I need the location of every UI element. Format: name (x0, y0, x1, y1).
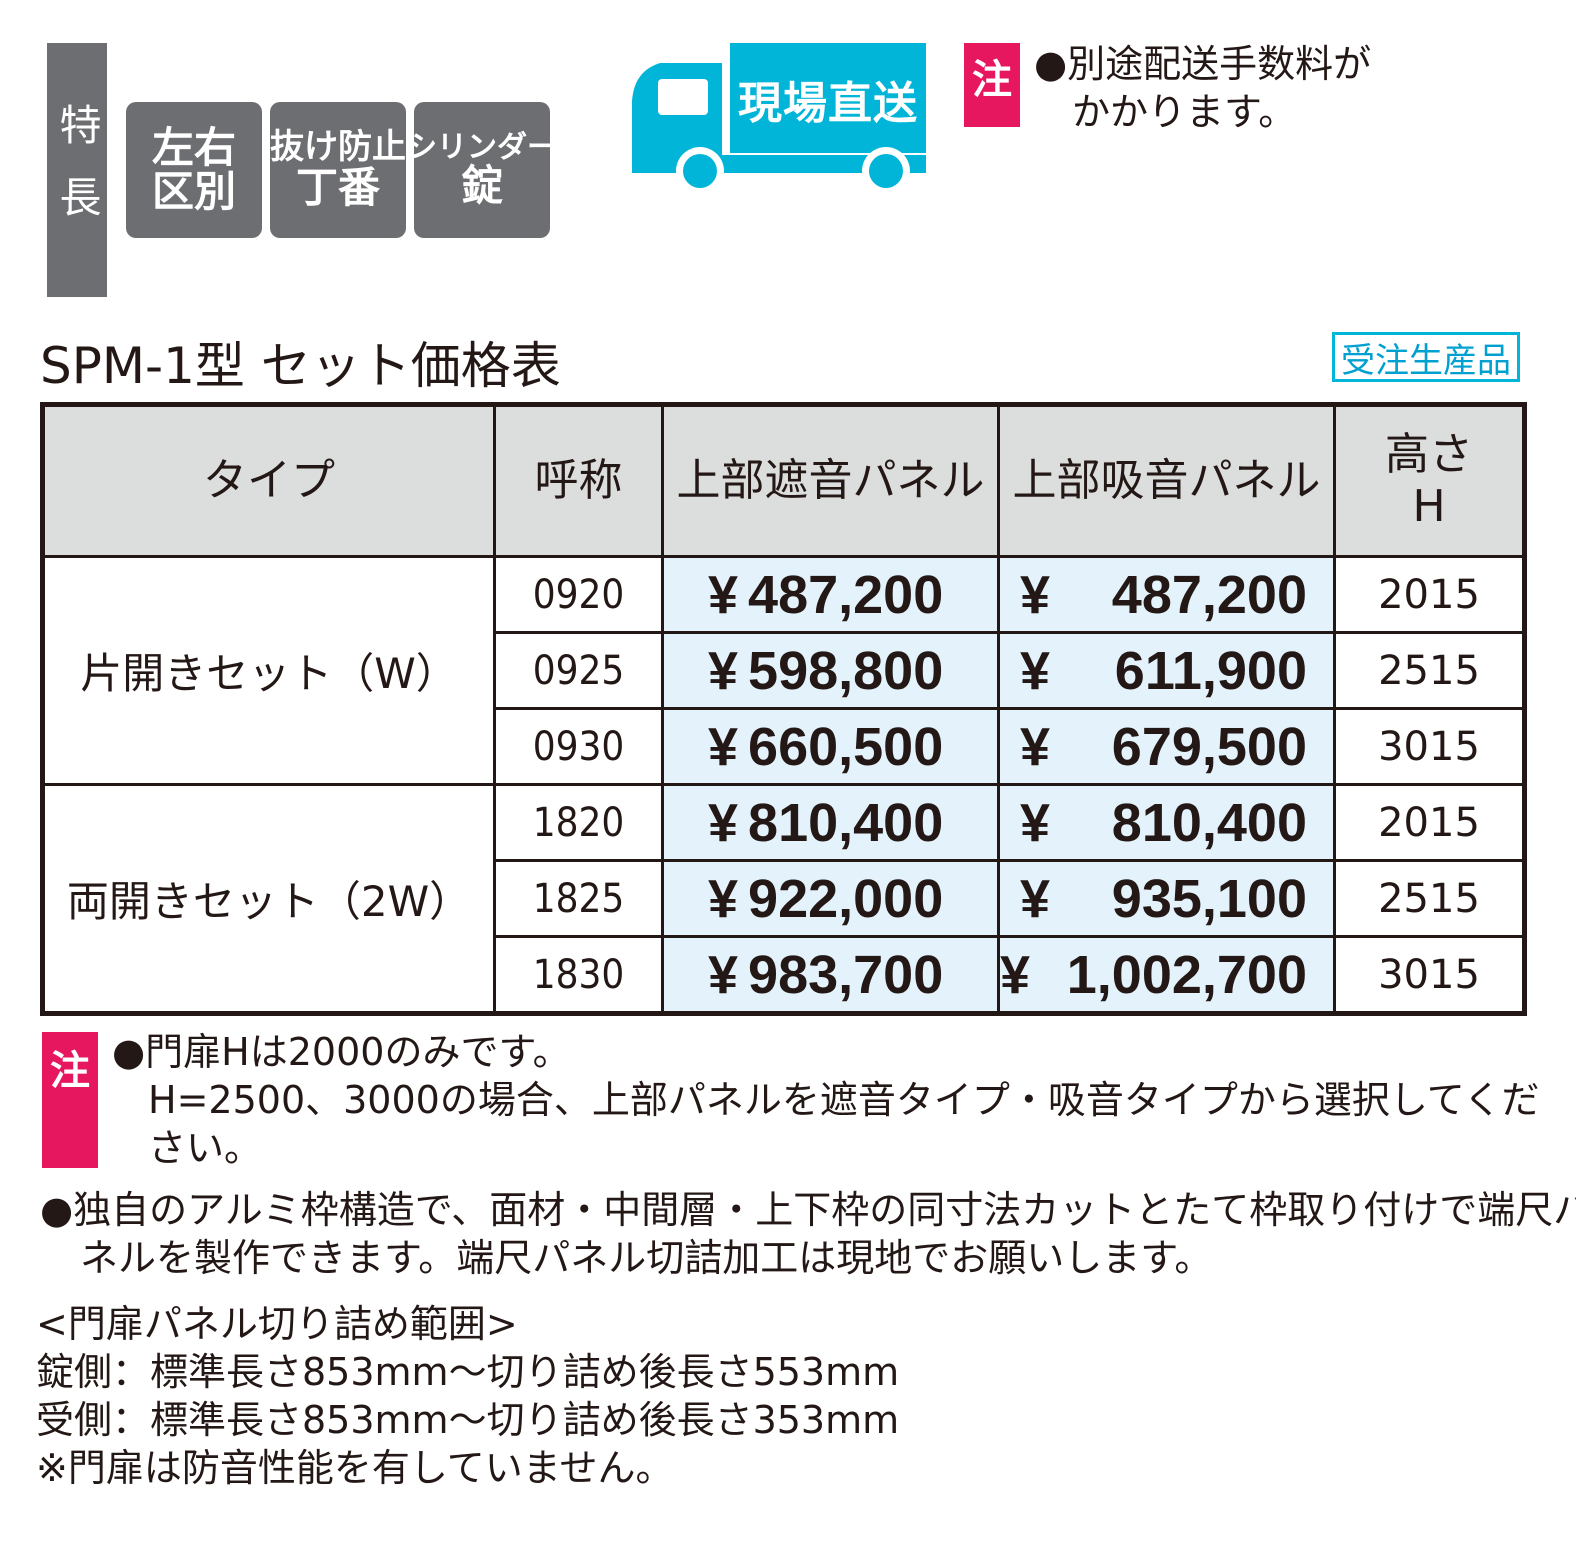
feature-badge-lr-line1: 左右 (151, 122, 236, 172)
feature-badge-cylinder-line1: シリンダー (407, 130, 557, 166)
height-cell: 2015 (1333, 783, 1526, 862)
feature-badge-cylinder-line2: 錠 (460, 160, 503, 210)
yen-sign: ¥ (1020, 868, 1051, 929)
yen-sign: ¥ (1020, 716, 1051, 777)
cut-range-receiver-side: 受側：標準長さ853mm～切り詰め後長さ353mm (36, 1398, 900, 1442)
feature-badge-cylinder: シリンダー 錠 (407, 102, 557, 238)
code-cell: 1830 (493, 935, 664, 1015)
yen-sign: ¥ (708, 868, 739, 929)
price-insulating: ¥660,500 (661, 707, 1000, 786)
note-top-mark: 注 (964, 43, 1020, 127)
cut-range: <門扉パネル切り詰め範囲> 錠側：標準長さ853mm～切り詰め後長さ553mm … (36, 1300, 899, 1492)
feature-badge-hinge: 抜け防止 丁番 (270, 102, 406, 238)
height-cell: 2515 (1333, 859, 1526, 938)
cut-range-lock-side: 錠側：標準長さ853mm～切り詰め後長さ553mm (36, 1350, 900, 1394)
price-table: タイプ 呼称 上部遮音パネル 上部吸音パネル 高さ H 片開きセット（W） 09… (40, 402, 1527, 1016)
height-cell: 3015 (1333, 707, 1526, 786)
price-value: 810,400 (748, 792, 944, 853)
table-row: 1825 ¥922,000 ¥935,100 2515 (43, 859, 1526, 938)
delivery-label: 現場直送 (738, 78, 918, 129)
made-to-order-badge: 受注生産品 (1332, 332, 1520, 382)
header-type: タイプ (41, 403, 496, 558)
yen-sign: ¥ (708, 640, 739, 701)
table-row: 0925 ¥598,800 ¥611,900 2515 (43, 631, 1526, 710)
page-title: SPM-1型 セット価格表 (40, 337, 561, 395)
table-row: 1830 ¥983,700 ¥1,002,700 3015 (43, 935, 1526, 1015)
price-value: 598,800 (748, 640, 944, 701)
price-value: 922,000 (748, 868, 944, 929)
yen-sign: ¥ (708, 564, 739, 625)
type-double: 両開きセット（2W） (41, 783, 496, 1015)
truck-icon (632, 43, 926, 195)
header-height: 高さ H (1333, 403, 1526, 558)
note-bottom-line-3: さい。 (148, 1126, 263, 1170)
note-bottom-line-1: ●門扉Hは2000のみです。 (112, 1030, 571, 1074)
yen-sign: ¥ (1020, 564, 1051, 625)
code-cell: 0925 (493, 631, 664, 710)
table-row: 両開きセット（2W） 1820 ¥810,400 ¥810,400 2015 (41, 783, 1526, 1015)
header-panel-absorbing: 上部吸音パネル (997, 403, 1336, 558)
price-value: 983,700 (748, 944, 944, 1005)
note-top-text: ●別途配送手数料が かかります。 (1034, 40, 1371, 136)
note-top-line-2: かかります。 (1072, 90, 1297, 134)
price-absorbing: ¥487,200 (997, 555, 1336, 634)
price-insulating: ¥487,200 (661, 555, 1000, 634)
price-value: 810,400 (1111, 792, 1307, 853)
price-insulating: ¥598,800 (661, 631, 1000, 710)
header-height-line1: 高さ (1385, 429, 1473, 480)
table-row: 0930 ¥660,500 ¥679,500 3015 (43, 707, 1526, 786)
note-bottom-text: ●門扉Hは2000のみです。 H=2500、3000の場合、上部パネルを遮音タイ… (112, 1028, 1540, 1172)
features-label-text: 特長 (53, 103, 102, 247)
price-value: 660,500 (748, 716, 944, 777)
price-value: 487,200 (748, 564, 944, 625)
yen-sign: ¥ (1000, 944, 1031, 1005)
price-absorbing: ¥810,400 (997, 783, 1336, 862)
features-label: 特長 (47, 43, 107, 297)
price-value: 1,002,700 (1066, 944, 1307, 1005)
height-cell: 2515 (1333, 631, 1526, 710)
code-cell: 0920 (493, 555, 664, 634)
price-value: 487,200 (1111, 564, 1307, 625)
header-height-line2: H (1412, 481, 1446, 532)
feature-badge-hinge-line2: 丁番 (295, 162, 380, 212)
type-single: 片開きセット（W） (41, 555, 496, 786)
price-insulating: ¥810,400 (661, 783, 1000, 862)
code-cell: 1825 (493, 859, 664, 938)
yen-sign: ¥ (708, 792, 739, 853)
price-absorbing: ¥611,900 (997, 631, 1336, 710)
price-insulating: ¥983,700 (661, 935, 1000, 1015)
table-row: 片開きセット（W） 0920 ¥487,200 ¥487,200 2015 (41, 555, 1526, 786)
price-absorbing: ¥935,100 (997, 859, 1336, 938)
note2-line-2: ネルを製作できます。端尺パネル切詰加工は現地でお願いします。 (80, 1236, 1213, 1280)
note-bottom-line-2: H=2500、3000の場合、上部パネルを遮音タイプ・吸音タイプから選択してくだ (148, 1078, 1540, 1122)
header-panel-insulating: 上部遮音パネル (661, 403, 1000, 558)
price-absorbing: ¥1,002,700 (997, 935, 1336, 1015)
price-value: 679,500 (1111, 716, 1307, 777)
price-absorbing: ¥679,500 (997, 707, 1336, 786)
feature-badge-lr: 左右 区別 (126, 102, 262, 238)
yen-sign: ¥ (708, 716, 739, 777)
yen-sign: ¥ (1020, 792, 1051, 853)
feature-badge-lr-line2: 区別 (151, 167, 236, 216)
height-cell: 2015 (1333, 555, 1526, 634)
price-insulating: ¥922,000 (661, 859, 1000, 938)
height-cell: 3015 (1333, 935, 1526, 1015)
code-cell: 1820 (493, 783, 664, 862)
cut-range-disclaimer: ※門扉は防音性能を有していません。 (36, 1446, 674, 1490)
note-aluminum-frame: ●独自のアルミ枠構造で、面材・中間層・上下枠の同寸法カットとたて枠取り付けで端尺… (40, 1186, 1576, 1282)
price-value: 935,100 (1111, 868, 1307, 929)
yen-sign: ¥ (708, 944, 739, 1005)
cut-range-heading: <門扉パネル切り詰め範囲> (36, 1302, 518, 1346)
note2-line-1: ●独自のアルミ枠構造で、面材・中間層・上下枠の同寸法カットとたて枠取り付けで端尺… (40, 1188, 1576, 1232)
code-cell: 0930 (493, 707, 664, 786)
note-bottom-mark: 注 (42, 1032, 98, 1168)
yen-sign: ¥ (1020, 640, 1051, 701)
note-top-line-1: ●別途配送手数料が (1034, 42, 1372, 86)
feature-badge-hinge-line1: 抜け防止 (270, 127, 406, 168)
price-value: 611,900 (1114, 640, 1307, 701)
header-code: 呼称 (493, 403, 664, 558)
